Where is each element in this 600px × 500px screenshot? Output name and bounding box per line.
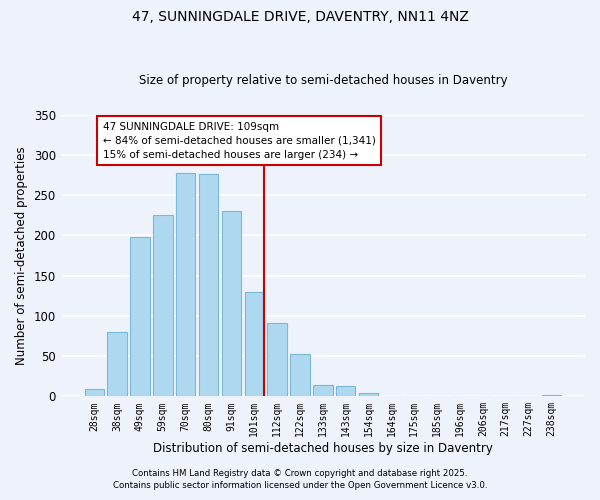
Bar (153, 215, 173, 396)
Text: 47 SUNNINGDALE DRIVE: 109sqm
← 84% of semi-detached houses are smaller (1,341)
1: 47 SUNNINGDALE DRIVE: 109sqm ← 84% of se… (103, 122, 376, 160)
Bar (107, 332, 127, 396)
Bar (221, 211, 241, 396)
Text: Contains HM Land Registry data © Crown copyright and database right 2025.
Contai: Contains HM Land Registry data © Crown c… (113, 468, 487, 490)
Bar (245, 292, 264, 397)
Bar (336, 386, 355, 396)
Bar (199, 174, 218, 396)
Bar (359, 393, 378, 396)
Y-axis label: Number of semi-detached properties: Number of semi-detached properties (15, 146, 28, 365)
Bar (313, 385, 332, 396)
X-axis label: Distribution of semi-detached houses by size in Daventry: Distribution of semi-detached houses by … (153, 442, 493, 455)
Text: 47, SUNNINGDALE DRIVE, DAVENTRY, NN11 4NZ: 47, SUNNINGDALE DRIVE, DAVENTRY, NN11 4N… (131, 10, 469, 24)
Bar (542, 394, 561, 396)
Bar (130, 237, 149, 396)
Bar (290, 354, 310, 397)
Bar (268, 323, 287, 396)
Bar (176, 172, 196, 396)
Title: Size of property relative to semi-detached houses in Daventry: Size of property relative to semi-detach… (139, 74, 507, 87)
Bar (85, 389, 104, 396)
